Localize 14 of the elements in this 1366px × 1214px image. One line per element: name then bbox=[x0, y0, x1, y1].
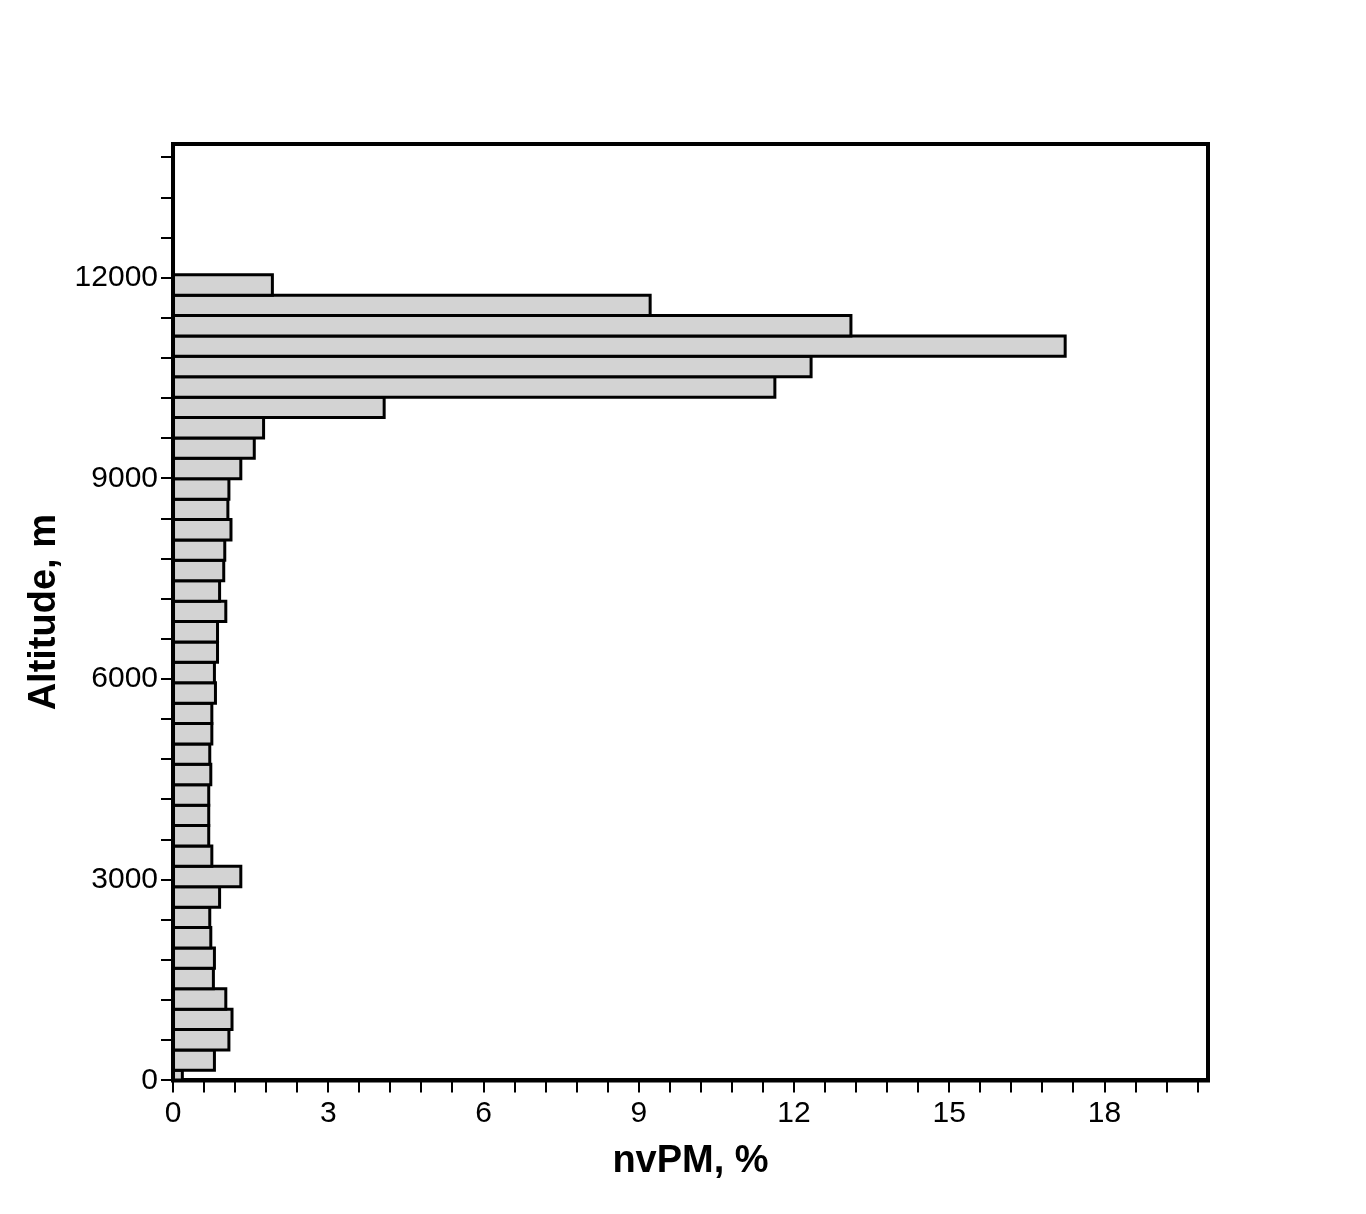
x-tick-label: 18 bbox=[1087, 1094, 1122, 1128]
x-tick-label: 6 bbox=[475, 1094, 492, 1128]
y-tick-label: 6000 bbox=[91, 660, 159, 694]
y-tick-label: 0 bbox=[141, 1061, 159, 1095]
y-tick-label: 12000 bbox=[74, 259, 159, 293]
x-axis-title: nvPM, % bbox=[612, 1137, 769, 1180]
y-tick-label: 3000 bbox=[91, 861, 159, 895]
x-tick-label: 12 bbox=[777, 1094, 811, 1128]
y-axis-title: Altitude, m bbox=[21, 514, 64, 711]
x-tick-label: 0 bbox=[164, 1094, 182, 1128]
x-tick-label: 9 bbox=[630, 1094, 648, 1128]
x-tick-label: 3 bbox=[319, 1094, 337, 1128]
x-tick-label: 15 bbox=[932, 1094, 966, 1128]
y-tick-label: 9000 bbox=[91, 459, 159, 493]
